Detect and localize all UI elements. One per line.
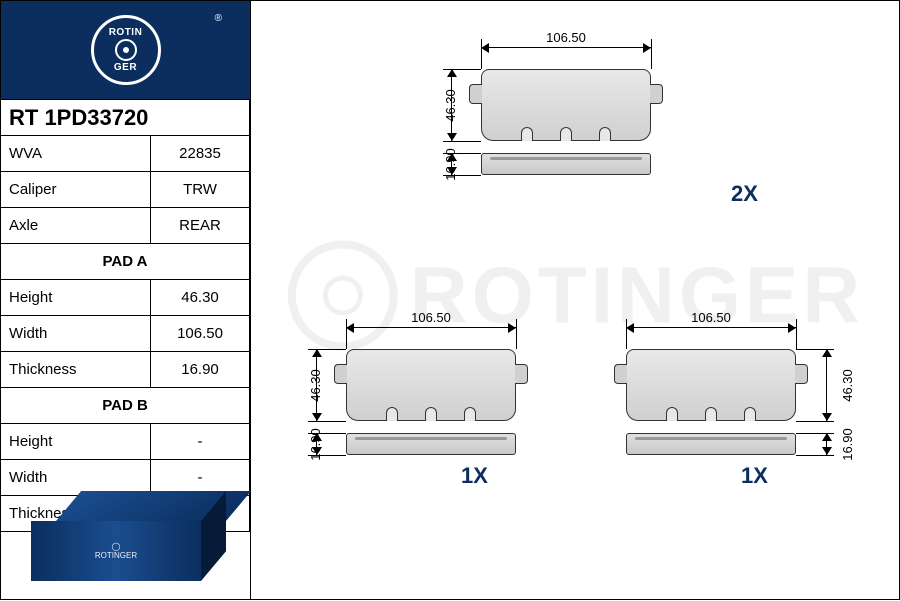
top-qty-label: 2X	[731, 181, 758, 207]
br-height-dim: 46.30	[840, 369, 855, 402]
pad-b-height-label: Height	[1, 424, 151, 460]
pad-br-side	[626, 433, 796, 455]
pad-top-group: 106.50 46.30 16.90	[481, 69, 651, 175]
pad-a-height-value: 46.30	[151, 280, 250, 316]
pad-bl-face	[346, 349, 516, 421]
pad-b-header: PAD B	[1, 388, 250, 424]
wva-label: WVA	[1, 136, 151, 172]
product-box-render: ◯ROTINGER	[1, 532, 250, 599]
top-height-dim: 46.30	[443, 89, 458, 122]
spec-table: RT 1PD33720 WVA 22835 Caliper TRW Axle R…	[1, 99, 250, 532]
spec-panel: ROTIN GER ® RT 1PD33720 WVA 22835 Calipe…	[1, 1, 251, 599]
pad-br-group: 106.50 46.30 16.90	[626, 349, 796, 455]
bl-thick-dim: 16.90	[308, 428, 323, 461]
pad-a-height-label: Height	[1, 280, 151, 316]
top-thick-dim: 16.90	[443, 148, 458, 181]
br-width-dim: 106.50	[687, 310, 735, 325]
registered-icon: ®	[215, 13, 222, 24]
pad-top-side	[481, 153, 651, 175]
pad-b-height-value: -	[151, 424, 250, 460]
bl-height-dim: 46.30	[308, 369, 323, 402]
axle-value: REAR	[151, 208, 250, 244]
pad-a-width-value: 106.50	[151, 316, 250, 352]
br-qty-label: 1X	[741, 463, 768, 489]
pad-top-face	[481, 69, 651, 141]
pad-bl-side	[346, 433, 516, 455]
pad-a-width-label: Width	[1, 316, 151, 352]
caliper-label: Caliper	[1, 172, 151, 208]
box-logo-icon: ◯ROTINGER	[95, 542, 137, 560]
wva-value: 22835	[151, 136, 250, 172]
pad-a-thickness-label: Thickness	[1, 352, 151, 388]
br-thick-dim: 16.90	[840, 428, 855, 461]
pad-br-face	[626, 349, 796, 421]
pad-bl-group: 106.50 46.30 16.90	[346, 349, 516, 455]
top-width-dim: 106.50	[542, 30, 590, 45]
logo-bot-text: GER	[94, 62, 158, 73]
pad-a-header: PAD A	[1, 244, 250, 280]
pad-a-thickness-value: 16.90	[151, 352, 250, 388]
brand-logo: ROTIN GER ®	[1, 1, 250, 99]
axle-label: Axle	[1, 208, 151, 244]
logo-top-text: ROTIN	[94, 27, 158, 38]
bl-qty-label: 1X	[461, 463, 488, 489]
caliper-value: TRW	[151, 172, 250, 208]
bl-width-dim: 106.50	[407, 310, 455, 325]
part-number: RT 1PD33720	[1, 100, 250, 136]
technical-diagram: ROTINGER 106.50 46.30 16.90 2X 1	[251, 1, 900, 601]
